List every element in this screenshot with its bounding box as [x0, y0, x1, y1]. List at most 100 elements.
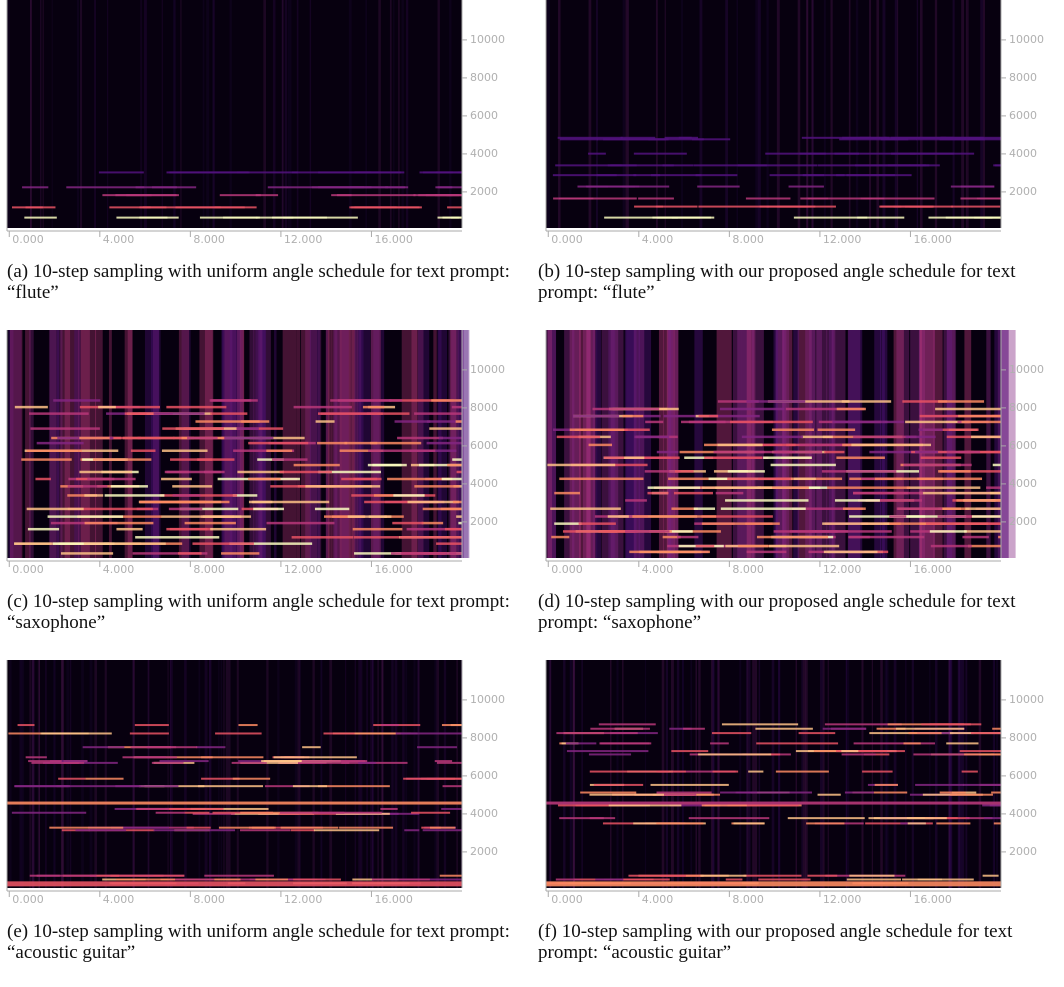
texture — [406, 0, 408, 228]
texture — [295, 660, 298, 888]
texture — [382, 660, 383, 888]
texture — [107, 0, 108, 228]
texture — [9, 660, 11, 888]
texture — [228, 660, 231, 888]
texture — [435, 760, 452, 762]
texture — [22, 186, 48, 188]
texture — [166, 528, 207, 531]
texture — [30, 427, 99, 430]
texture — [289, 0, 291, 228]
texture — [248, 478, 281, 481]
texture — [75, 829, 126, 831]
texture — [929, 660, 930, 888]
texture — [977, 197, 1001, 199]
texture — [427, 442, 462, 445]
texture — [623, 879, 669, 881]
texture — [554, 522, 581, 525]
texture — [35, 478, 50, 481]
texture — [853, 750, 887, 752]
texture — [638, 197, 674, 199]
texture — [400, 536, 462, 539]
texture — [187, 827, 211, 829]
texture — [81, 660, 84, 888]
texture — [906, 436, 936, 439]
texture — [698, 753, 771, 755]
texture — [748, 771, 763, 773]
texture — [739, 660, 741, 888]
texture — [645, 421, 663, 424]
texture — [79, 471, 132, 474]
texture — [882, 0, 885, 228]
texture — [993, 464, 1001, 467]
texture — [237, 660, 239, 888]
texture — [662, 164, 693, 166]
texture — [824, 551, 878, 554]
texture — [273, 0, 276, 228]
texture — [632, 515, 716, 518]
texture — [747, 551, 787, 554]
figure-page: 0.0004.0008.00012.00016.0002000400060008… — [0, 0, 1064, 987]
texture — [317, 442, 347, 445]
texture — [854, 742, 935, 744]
y-tick-label: 2000 — [470, 515, 498, 528]
texture — [161, 515, 241, 518]
texture — [248, 442, 308, 445]
texture — [570, 429, 624, 432]
texture — [946, 742, 978, 744]
texture — [105, 494, 165, 497]
texture — [716, 492, 744, 495]
texture — [447, 464, 462, 467]
texture — [714, 451, 765, 454]
spectrogram — [546, 0, 1001, 228]
texture — [42, 732, 89, 734]
texture — [806, 822, 844, 824]
texture — [579, 522, 616, 525]
texture — [315, 508, 349, 511]
y-tick-label: 8000 — [470, 731, 498, 744]
texture — [725, 499, 808, 502]
texture — [799, 732, 836, 734]
texture — [593, 408, 660, 411]
texture — [806, 0, 807, 228]
texture — [743, 875, 801, 877]
texture — [443, 785, 462, 787]
texture — [634, 330, 644, 558]
texture — [79, 437, 109, 440]
texture — [921, 456, 962, 459]
texture — [961, 0, 964, 228]
texture — [549, 660, 551, 888]
texture — [405, 660, 407, 888]
texture — [220, 194, 261, 196]
texture — [734, 822, 765, 824]
texture — [66, 186, 144, 188]
texture — [930, 530, 967, 533]
texture — [87, 478, 135, 481]
texture — [380, 808, 397, 810]
texture — [961, 421, 1001, 424]
texture — [558, 137, 623, 139]
texture — [891, 153, 954, 155]
texture — [695, 660, 697, 888]
texture — [180, 0, 181, 228]
texture — [312, 812, 381, 814]
texture — [728, 470, 765, 473]
y-tick-label: 10000 — [1009, 33, 1044, 46]
texture — [221, 660, 222, 888]
texture — [587, 186, 669, 188]
texture — [755, 660, 757, 888]
x-tick-label: 12.000 — [823, 233, 862, 246]
texture — [429, 427, 462, 430]
texture — [818, 429, 856, 432]
texture — [967, 0, 968, 228]
texture — [423, 171, 462, 173]
texture — [205, 660, 208, 888]
texture — [824, 0, 826, 228]
texture — [918, 429, 942, 432]
texture — [830, 0, 832, 228]
texture — [230, 0, 232, 228]
texture — [161, 478, 192, 481]
texture — [167, 471, 189, 474]
texture — [173, 494, 201, 497]
texture — [441, 808, 462, 810]
texture — [947, 451, 980, 454]
